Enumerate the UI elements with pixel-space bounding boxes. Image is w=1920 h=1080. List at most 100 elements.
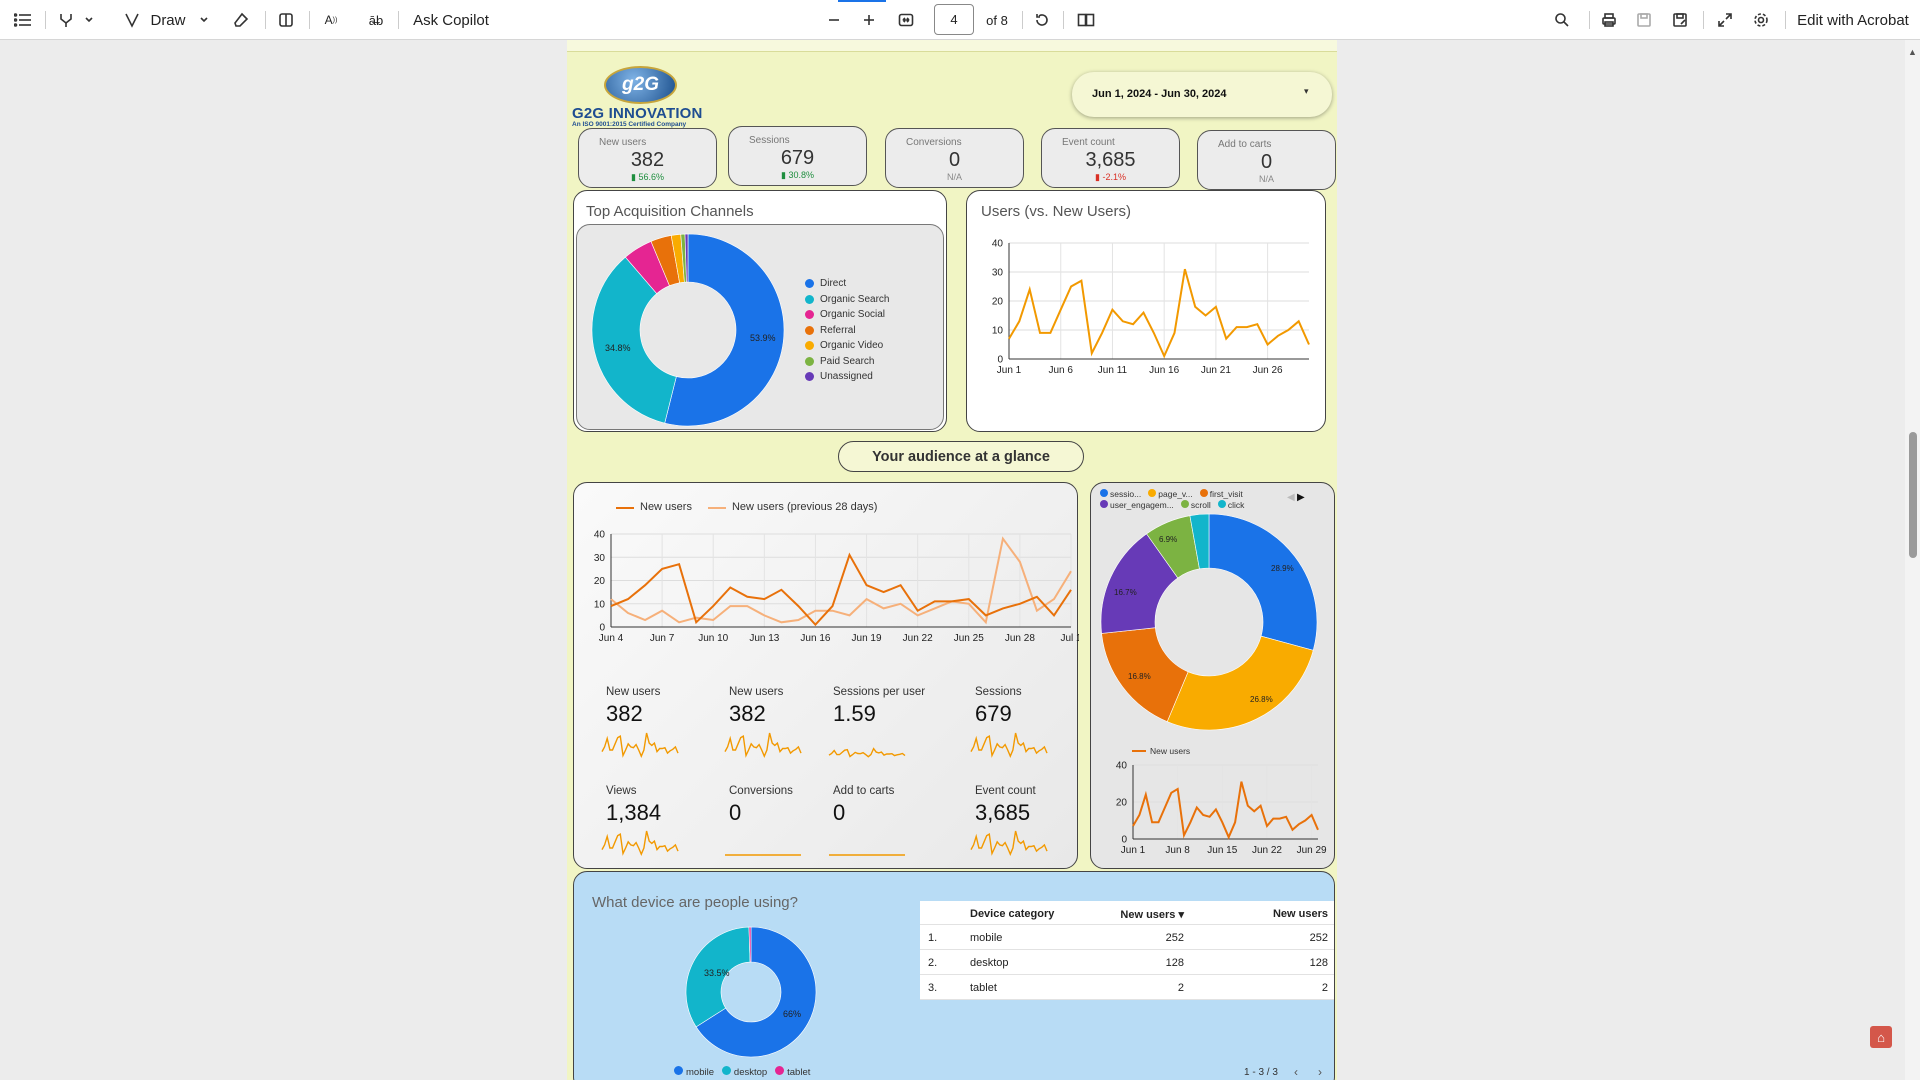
series-line[interactable]: [610, 536, 1072, 625]
pdf-toolbar: Draw A)) ā̶b Ask Copilot 4 of 8 Edit wit…: [0, 0, 1920, 40]
legend-label: Organic Search: [820, 293, 890, 305]
table-row[interactable]: 1. mobile 252 252: [920, 925, 1334, 950]
y-tick-label: 0: [997, 355, 1003, 366]
edit-with-acrobat-button[interactable]: Edit with Acrobat: [1797, 11, 1909, 29]
pie-slice[interactable]: [591, 256, 677, 424]
series-line[interactable]: [1008, 268, 1310, 359]
x-tick-label: Jun 16: [800, 633, 830, 644]
page-view-icon[interactable]: [1073, 0, 1099, 40]
legend-label: first_visit: [1209, 489, 1243, 499]
save-icon[interactable]: [1632, 0, 1656, 40]
search-icon[interactable]: [1551, 0, 1573, 40]
page-number-input[interactable]: 4: [934, 4, 974, 35]
legend-entry[interactable]: scroll: [1180, 500, 1211, 510]
series-line[interactable]: [610, 552, 1072, 627]
ask-copilot-button[interactable]: Ask Copilot: [413, 11, 489, 29]
table-row[interactable]: 3. tablet 2 2: [920, 975, 1334, 1000]
legend-prev-arrow-icon[interactable]: ◀: [1287, 492, 1295, 503]
pie-slice[interactable]: [1208, 513, 1318, 651]
legend-swatch: [805, 279, 814, 289]
legend-entry[interactable]: first_visit: [1199, 489, 1243, 499]
pie-slice[interactable]: [664, 233, 785, 427]
legend-entry[interactable]: user_engagem...: [1100, 500, 1174, 510]
legend-entry[interactable]: mobile: [674, 1066, 714, 1078]
legend-organic-social[interactable]: Organic Social: [805, 307, 889, 323]
vertical-scrollbar[interactable]: [1905, 40, 1920, 1080]
cell-device: tablet: [970, 982, 997, 994]
legend-label: Paid Search: [820, 355, 875, 367]
translate-icon[interactable]: ā̶b: [368, 12, 384, 28]
y-tick-label: 30: [594, 553, 606, 564]
sparkline: [828, 747, 906, 758]
pie-slice[interactable]: [1166, 635, 1314, 731]
legend-direct[interactable]: Direct: [805, 276, 889, 292]
highlight-icon[interactable]: [55, 0, 77, 40]
cell-value: 128: [1309, 957, 1328, 969]
x-tick-label: Jun 8: [1165, 845, 1190, 856]
fullscreen-icon[interactable]: [1713, 0, 1737, 40]
table-header: Device category New users ▾ New users: [920, 901, 1334, 925]
next-page-icon[interactable]: ›: [1318, 1065, 1322, 1079]
column-header-sorted[interactable]: New users ▾: [1120, 909, 1184, 921]
table-row[interactable]: 2. desktop 128 128: [920, 950, 1334, 975]
pie-slice[interactable]: [685, 926, 751, 1028]
scrollbar-thumb[interactable]: [1909, 432, 1917, 558]
metric-value: 0: [729, 800, 742, 825]
contents-icon[interactable]: [10, 0, 36, 40]
cell-value: 252: [1309, 932, 1328, 944]
legend-paid-search[interactable]: Paid Search: [805, 354, 889, 370]
legend-entry[interactable]: sessio...: [1100, 489, 1141, 499]
print-icon[interactable]: [1597, 0, 1621, 40]
legend-organic-video[interactable]: Organic Video: [805, 338, 889, 354]
series-line[interactable]: [1132, 781, 1319, 840]
legend-swatch: [674, 1066, 683, 1075]
pie-slice[interactable]: [1189, 513, 1210, 570]
settings-gear-icon[interactable]: [1749, 0, 1773, 40]
prev-page-icon[interactable]: ‹: [1294, 1065, 1298, 1079]
scroll-up-icon[interactable]: ▲: [1908, 47, 1917, 57]
legend-label: New users (previous 28 days): [731, 501, 878, 513]
pie-slice[interactable]: [695, 926, 817, 1058]
toolbar-divider: [1785, 11, 1786, 29]
acrobat-icon[interactable]: ⌂: [1870, 1026, 1892, 1048]
save-as-icon[interactable]: [1668, 0, 1692, 40]
legend-unassigned[interactable]: Unassigned: [805, 369, 889, 385]
text-box-icon[interactable]: [274, 0, 298, 40]
column-header[interactable]: New users: [1272, 908, 1328, 920]
active-indicator: [838, 0, 886, 2]
metric-value: 3,685: [975, 800, 1031, 825]
acquisition-legend: Direct Organic Search Organic Social Ref…: [805, 276, 889, 385]
legend-label: Organic Video: [820, 340, 884, 352]
legend-entry[interactable]: page_v...: [1148, 489, 1193, 499]
fit-page-icon[interactable]: [894, 0, 918, 40]
zoom-in-icon[interactable]: [858, 0, 880, 40]
legend-entry[interactable]: desktop: [721, 1066, 767, 1078]
draw-button[interactable]: Draw: [120, 0, 190, 40]
legend-organic-search[interactable]: Organic Search: [805, 292, 889, 308]
legend-referral[interactable]: Referral: [805, 323, 889, 339]
newusers-legend: New users New users (previous 28 days): [616, 501, 877, 513]
legend-entry[interactable]: tablet: [775, 1066, 810, 1078]
eraser-icon[interactable]: [230, 0, 252, 40]
metric-value: 679: [975, 701, 1012, 726]
toolbar-divider: [265, 11, 266, 29]
legend-entry[interactable]: click: [1217, 500, 1244, 510]
x-tick-label: Jun 10: [698, 633, 728, 644]
row-number: 2.: [928, 957, 938, 969]
chevron-down-icon[interactable]: [197, 0, 211, 40]
pie-slice[interactable]: [748, 926, 752, 963]
legend-next-arrow-icon[interactable]: ▶: [1297, 492, 1305, 503]
kpi-delta: ▮ 56.6%: [579, 172, 716, 183]
x-tick-label: Jun 13: [749, 633, 779, 644]
rotate-icon[interactable]: [1030, 0, 1054, 40]
read-aloud-icon[interactable]: A)): [324, 13, 338, 27]
chevron-down-icon[interactable]: [82, 0, 96, 40]
column-header[interactable]: Device category: [970, 908, 1055, 920]
cell-value: 2: [1321, 982, 1328, 994]
legend-label: user_engagem...: [1110, 500, 1174, 510]
zoom-out-icon[interactable]: [823, 0, 845, 40]
sparkline: [724, 732, 802, 759]
chevron-down-icon: ▾: [1304, 86, 1309, 96]
pie-slice[interactable]: [684, 233, 689, 283]
date-range-picker[interactable]: Jun 1, 2024 - Jun 30, 2024 ▾: [1072, 72, 1332, 117]
